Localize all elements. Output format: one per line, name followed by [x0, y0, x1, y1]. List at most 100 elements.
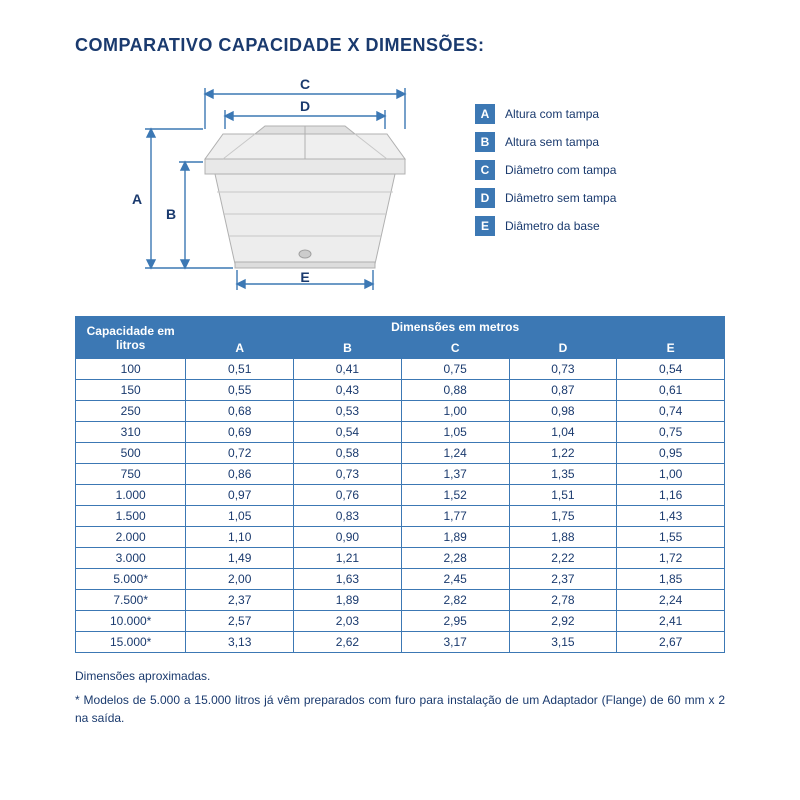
- value-cell: 0,69: [186, 422, 294, 443]
- value-cell: 2,37: [186, 590, 294, 611]
- value-cell: 0,41: [294, 359, 402, 380]
- legend-text: Diâmetro com tampa: [505, 163, 616, 177]
- capacity-cell: 2.000: [76, 527, 186, 548]
- table-row: 1.0000,970,761,521,511,16: [76, 485, 725, 506]
- value-cell: 2,22: [509, 548, 617, 569]
- col-c: C: [401, 338, 509, 359]
- legend-item: D Diâmetro sem tampa: [475, 188, 616, 208]
- capacity-cell: 500: [76, 443, 186, 464]
- col-e: E: [617, 338, 725, 359]
- value-cell: 0,72: [186, 443, 294, 464]
- legend-letter: E: [475, 216, 495, 236]
- table-row: 7.500*2,371,892,822,782,24: [76, 590, 725, 611]
- table-row: 2.0001,100,901,891,881,55: [76, 527, 725, 548]
- value-cell: 0,95: [617, 443, 725, 464]
- legend-letter: B: [475, 132, 495, 152]
- col-d: D: [509, 338, 617, 359]
- value-cell: 3,13: [186, 632, 294, 653]
- value-cell: 1,05: [186, 506, 294, 527]
- table-row: 5000,720,581,241,220,95: [76, 443, 725, 464]
- tank-shape: [205, 126, 405, 268]
- capacity-cell: 1.000: [76, 485, 186, 506]
- legend-letter: A: [475, 104, 495, 124]
- value-cell: 1,72: [617, 548, 725, 569]
- table-span-heading: Dimensões em metros: [186, 317, 725, 338]
- value-cell: 1,43: [617, 506, 725, 527]
- dimension-legend: A Altura com tampa B Altura sem tampa C …: [475, 74, 616, 236]
- value-cell: 1,49: [186, 548, 294, 569]
- legend-letter: C: [475, 160, 495, 180]
- value-cell: 0,73: [509, 359, 617, 380]
- value-cell: 2,67: [617, 632, 725, 653]
- tank-diagram: C D A B E: [105, 74, 435, 294]
- value-cell: 0,90: [294, 527, 402, 548]
- table-row: 7500,860,731,371,351,00: [76, 464, 725, 485]
- value-cell: 2,45: [401, 569, 509, 590]
- footnote: Dimensões aproximadas.: [75, 667, 725, 685]
- value-cell: 1,55: [617, 527, 725, 548]
- legend-text: Diâmetro da base: [505, 219, 600, 233]
- value-cell: 1,77: [401, 506, 509, 527]
- value-cell: 0,55: [186, 380, 294, 401]
- diagram-area: C D A B E A Altura com tampa B Altura se…: [75, 74, 725, 294]
- value-cell: 1,21: [294, 548, 402, 569]
- value-cell: 1,51: [509, 485, 617, 506]
- dim-label-e: E: [300, 269, 309, 285]
- legend-item: B Altura sem tampa: [475, 132, 616, 152]
- table-row: 3100,690,541,051,040,75: [76, 422, 725, 443]
- capacity-cell: 10.000*: [76, 611, 186, 632]
- value-cell: 0,68: [186, 401, 294, 422]
- footnote: * Modelos de 5.000 a 15.000 litros já vê…: [75, 691, 725, 727]
- capacity-cell: 100: [76, 359, 186, 380]
- value-cell: 1,88: [509, 527, 617, 548]
- table-row: 1500,550,430,880,870,61: [76, 380, 725, 401]
- capacity-cell: 250: [76, 401, 186, 422]
- value-cell: 0,43: [294, 380, 402, 401]
- capacity-cell: 750: [76, 464, 186, 485]
- table-row: 5.000*2,001,632,452,371,85: [76, 569, 725, 590]
- value-cell: 0,87: [509, 380, 617, 401]
- legend-text: Diâmetro sem tampa: [505, 191, 616, 205]
- value-cell: 1,00: [617, 464, 725, 485]
- legend-item: E Diâmetro da base: [475, 216, 616, 236]
- value-cell: 2,41: [617, 611, 725, 632]
- value-cell: 1,00: [401, 401, 509, 422]
- value-cell: 2,57: [186, 611, 294, 632]
- value-cell: 1,04: [509, 422, 617, 443]
- value-cell: 1,16: [617, 485, 725, 506]
- value-cell: 1,22: [509, 443, 617, 464]
- value-cell: 0,83: [294, 506, 402, 527]
- value-cell: 0,58: [294, 443, 402, 464]
- legend-letter: D: [475, 188, 495, 208]
- value-cell: 2,00: [186, 569, 294, 590]
- legend-text: Altura sem tampa: [505, 135, 599, 149]
- value-cell: 0,53: [294, 401, 402, 422]
- value-cell: 1,52: [401, 485, 509, 506]
- value-cell: 2,24: [617, 590, 725, 611]
- value-cell: 0,98: [509, 401, 617, 422]
- value-cell: 2,37: [509, 569, 617, 590]
- capacity-cell: 7.500*: [76, 590, 186, 611]
- value-cell: 0,54: [617, 359, 725, 380]
- table-row: 2500,680,531,000,980,74: [76, 401, 725, 422]
- value-cell: 0,54: [294, 422, 402, 443]
- table-row: 10.000*2,572,032,952,922,41: [76, 611, 725, 632]
- capacity-cell: 15.000*: [76, 632, 186, 653]
- dim-label-d: D: [300, 98, 310, 114]
- value-cell: 2,82: [401, 590, 509, 611]
- value-cell: 1,05: [401, 422, 509, 443]
- value-cell: 0,97: [186, 485, 294, 506]
- capacity-cell: 5.000*: [76, 569, 186, 590]
- legend-item: C Diâmetro com tampa: [475, 160, 616, 180]
- value-cell: 0,76: [294, 485, 402, 506]
- value-cell: 1,89: [401, 527, 509, 548]
- value-cell: 1,10: [186, 527, 294, 548]
- value-cell: 2,03: [294, 611, 402, 632]
- value-cell: 2,28: [401, 548, 509, 569]
- capacity-cell: 3.000: [76, 548, 186, 569]
- value-cell: 1,35: [509, 464, 617, 485]
- capacity-cell: 1.500: [76, 506, 186, 527]
- value-cell: 2,78: [509, 590, 617, 611]
- value-cell: 0,86: [186, 464, 294, 485]
- col-a: A: [186, 338, 294, 359]
